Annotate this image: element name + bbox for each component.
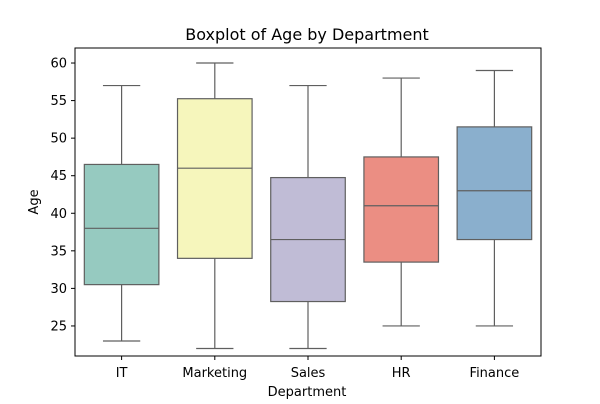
box-group-sales — [270, 84, 346, 350]
y-tick-label-35: 35 — [50, 244, 67, 259]
x-tick-label-marketing: Marketing — [182, 366, 247, 381]
x-tick-label-finance: Finance — [470, 366, 520, 381]
box-group-marketing — [176, 62, 253, 350]
y-tick-label-60: 60 — [50, 57, 67, 72]
y-tick-label-25: 25 — [50, 319, 67, 334]
y-tick-label-50: 50 — [50, 132, 67, 147]
chart-title: Boxplot of Age by Department — [185, 25, 429, 44]
y-tick-label-55: 55 — [50, 94, 67, 109]
box-finance — [456, 126, 533, 241]
y-tick-label-30: 30 — [50, 282, 67, 297]
box-group-it — [83, 84, 160, 342]
box-it — [83, 163, 160, 286]
y-tick-label-45: 45 — [50, 169, 67, 184]
y-tick-label-40: 40 — [50, 207, 67, 222]
box-group-finance — [456, 69, 533, 327]
x-tick-label-sales: Sales — [291, 366, 326, 381]
plot-area — [83, 62, 533, 350]
box-hr — [363, 156, 440, 263]
x-axis-label: Department — [268, 385, 347, 400]
x-tick-label-hr: HR — [392, 366, 411, 381]
box-marketing — [176, 98, 253, 259]
y-axis-label: Age — [27, 189, 42, 214]
x-tick-label-it: IT — [116, 366, 128, 381]
box-group-hr — [363, 77, 440, 327]
axes: IT Marketing Sales HR Finance 25 30 35 40 45 50 55 6… — [50, 57, 519, 381]
